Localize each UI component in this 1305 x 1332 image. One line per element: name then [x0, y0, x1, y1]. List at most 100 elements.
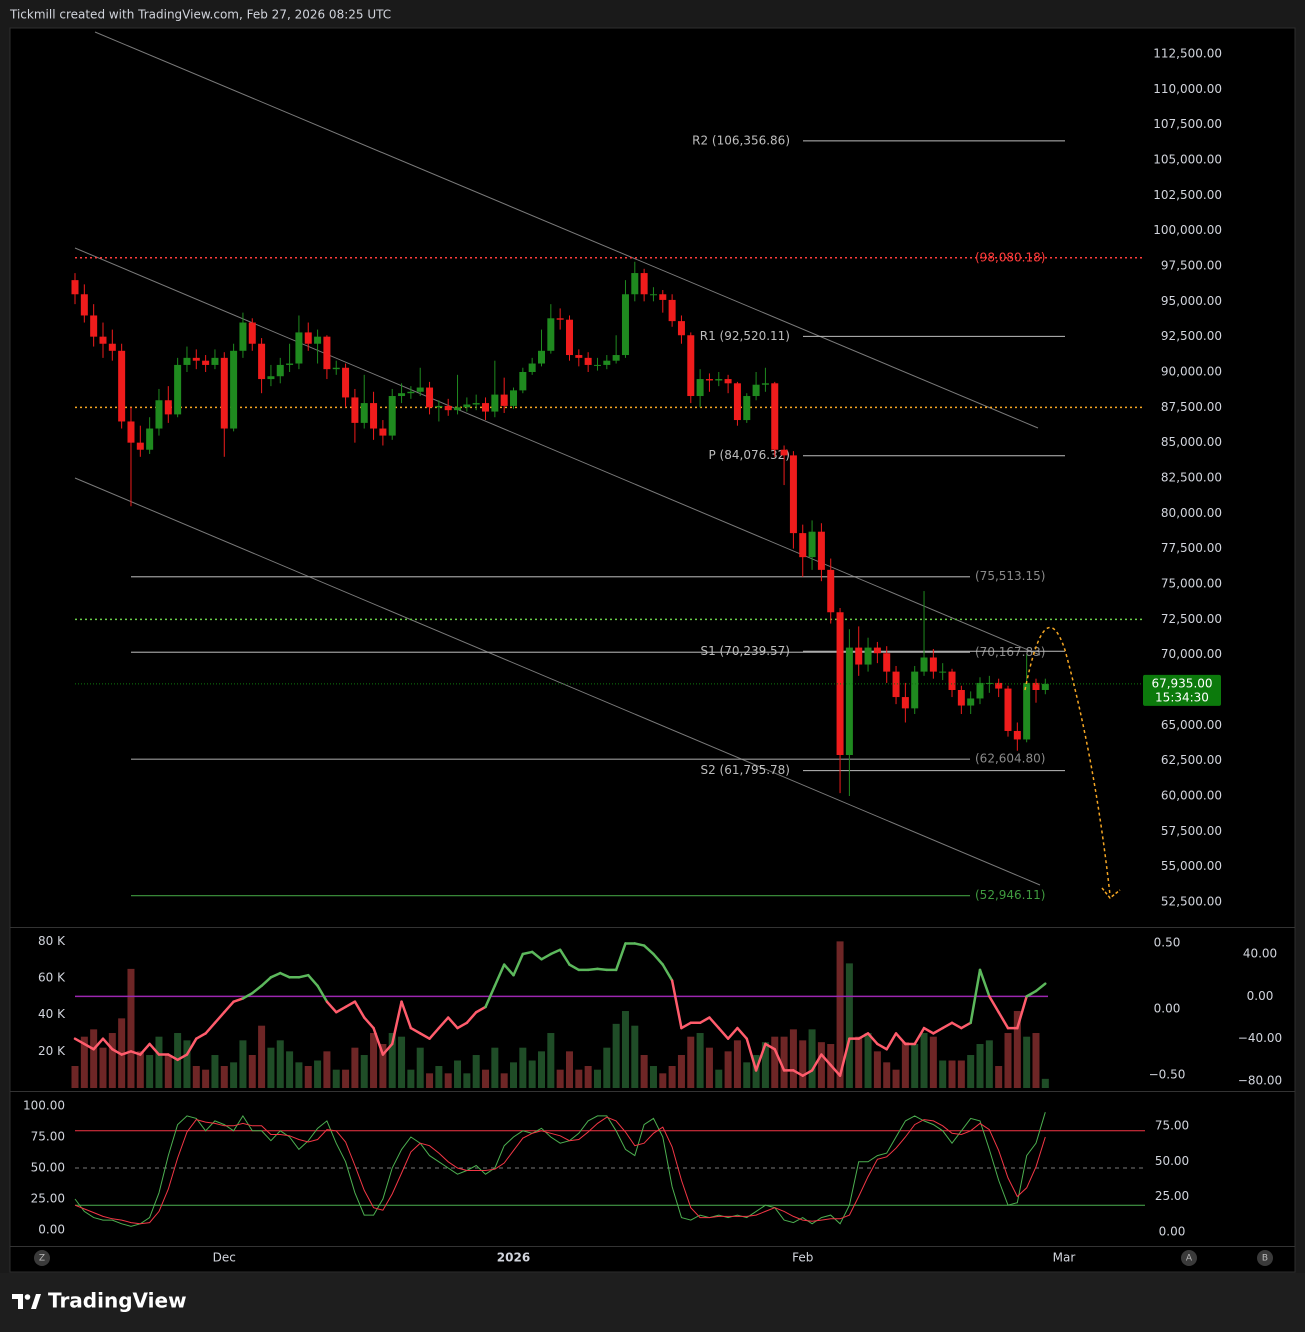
candle-body [500, 394, 508, 406]
volume-bar [211, 1055, 219, 1088]
volume-bar [528, 1060, 536, 1088]
axis-label: 40.00 [1243, 947, 1277, 961]
x-tick-label: Dec [213, 1251, 236, 1265]
axis-label: 62,500.00 [1161, 753, 1222, 767]
trendline [74, 247, 1041, 656]
oscillator-segment [568, 963, 581, 972]
volume-bar [323, 1051, 331, 1088]
volume-bar [631, 1025, 639, 1088]
oscillator-segment [204, 1021, 217, 1035]
axis-button[interactable] [1181, 1250, 1197, 1266]
x-tick-label: Feb [792, 1251, 813, 1265]
axis-label: 50.00 [31, 1161, 65, 1175]
oscillator-segment [698, 1016, 711, 1025]
axis-label: 60 K [38, 971, 66, 985]
oscillator-segment [1016, 995, 1028, 1030]
volume-bar [1004, 1033, 1012, 1088]
volume-bar [491, 1047, 499, 1088]
axis-label: 90,000.00 [1161, 364, 1222, 378]
volume-bar [1041, 1078, 1049, 1088]
volume-bar [351, 1047, 359, 1088]
candle-body [276, 364, 284, 377]
candle-body [640, 273, 648, 295]
oscillator-segment [344, 1000, 357, 1009]
axis-label: 95,000.00 [1161, 294, 1222, 308]
candle-body [789, 455, 797, 534]
volume-bar [565, 1051, 573, 1088]
volume-bar [659, 1073, 667, 1088]
volume-bar [202, 1069, 210, 1088]
volume-bar [939, 1060, 947, 1088]
axis-label: 105,000.00 [1153, 153, 1222, 167]
footer-logo-text: TradingView [48, 1289, 187, 1313]
oscillator-segment [801, 1069, 814, 1077]
volume-bar [136, 1051, 144, 1088]
candle-body [845, 647, 853, 756]
volume-bar [967, 1055, 975, 1088]
candle-body [929, 657, 937, 672]
axis-label: 102,500.00 [1153, 188, 1222, 202]
axis-label: 85,000.00 [1161, 435, 1222, 449]
axis-label: 60,000.00 [1161, 788, 1222, 802]
candle-body [873, 647, 881, 654]
level-label: (75,513.15) [975, 569, 1045, 583]
volume-bar [538, 1051, 545, 1088]
oscillator-segment [73, 1037, 86, 1046]
axis-button-label[interactable]: A [1186, 1254, 1193, 1264]
axis-label: 52,500.00 [1161, 894, 1222, 908]
volume-bar [472, 1055, 480, 1088]
candle-body [528, 363, 536, 372]
volume-bar [155, 1036, 163, 1088]
volume-bar [696, 1033, 704, 1088]
candle-body [398, 393, 406, 397]
oscillator-segment [251, 984, 263, 995]
axis-button-label[interactable]: Z [39, 1254, 45, 1264]
volume-bar [71, 1066, 79, 1088]
candle-body [575, 355, 583, 358]
volume-bar [332, 1069, 340, 1088]
candle-body [454, 407, 462, 411]
oscillator-segment [139, 1042, 151, 1056]
axis-label: 20 K [38, 1044, 66, 1058]
oscillator-segment [409, 1026, 422, 1035]
volume-bar [593, 1069, 601, 1088]
oscillator-segment [988, 995, 1000, 1014]
candle-body [883, 653, 891, 672]
candle-body [164, 400, 172, 415]
candle-body [1004, 688, 1012, 731]
volume-bar [864, 1033, 872, 1088]
candle-body [612, 355, 620, 361]
volume-bar [220, 1066, 228, 1088]
oscillator-segment [708, 1016, 721, 1030]
volume-bar [314, 1060, 322, 1088]
volume-bar [267, 1047, 275, 1088]
volume-bar [855, 1036, 863, 1088]
axis-label: 0.00 [1159, 1225, 1186, 1239]
axis-button[interactable] [1257, 1250, 1273, 1266]
candle-body [314, 336, 322, 344]
volume-bar [892, 1069, 900, 1088]
axis-button-label[interactable]: B [1262, 1254, 1268, 1264]
axis-label: 92,500.00 [1161, 329, 1222, 343]
volume-bar [547, 1033, 555, 1088]
axis-label: 25.00 [31, 1192, 65, 1206]
oscillator-segment [307, 973, 319, 988]
candle-body [538, 350, 545, 364]
candle-body [136, 442, 144, 450]
oscillator-segment [428, 1026, 441, 1040]
volume-bar [1023, 1036, 1031, 1088]
candle-body [174, 364, 182, 415]
candle-body [948, 671, 956, 690]
candle-body [939, 671, 947, 673]
candle-body [407, 391, 415, 394]
projection-arrowhead [1101, 887, 1121, 900]
volume-bar [183, 1040, 191, 1088]
candle-body [295, 332, 303, 364]
candle-body [332, 367, 340, 370]
oscillator-segment [540, 952, 553, 961]
axis-button[interactable] [34, 1250, 50, 1266]
candle-body [547, 318, 555, 351]
candle-body [1041, 683, 1049, 690]
candle-body [556, 318, 564, 320]
candle-body [80, 294, 88, 316]
